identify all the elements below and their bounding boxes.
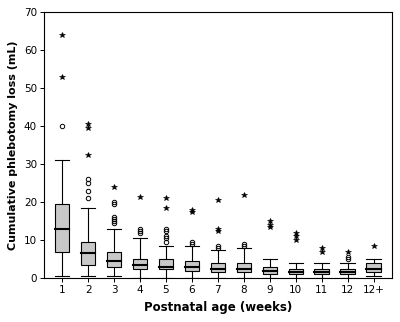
Bar [211,263,225,272]
Bar [159,259,173,269]
Bar [185,261,199,270]
Bar [262,267,277,274]
Bar [133,259,147,269]
Bar [81,242,95,265]
X-axis label: Postnatal age (weeks): Postnatal age (weeks) [144,301,292,314]
Bar [340,269,355,274]
Bar [55,204,69,251]
Y-axis label: Cumulative phlebotomy loss (mL): Cumulative phlebotomy loss (mL) [8,41,18,250]
Bar [237,263,251,272]
Bar [288,269,303,274]
Bar [107,251,121,267]
Bar [314,269,329,274]
Bar [366,263,381,272]
